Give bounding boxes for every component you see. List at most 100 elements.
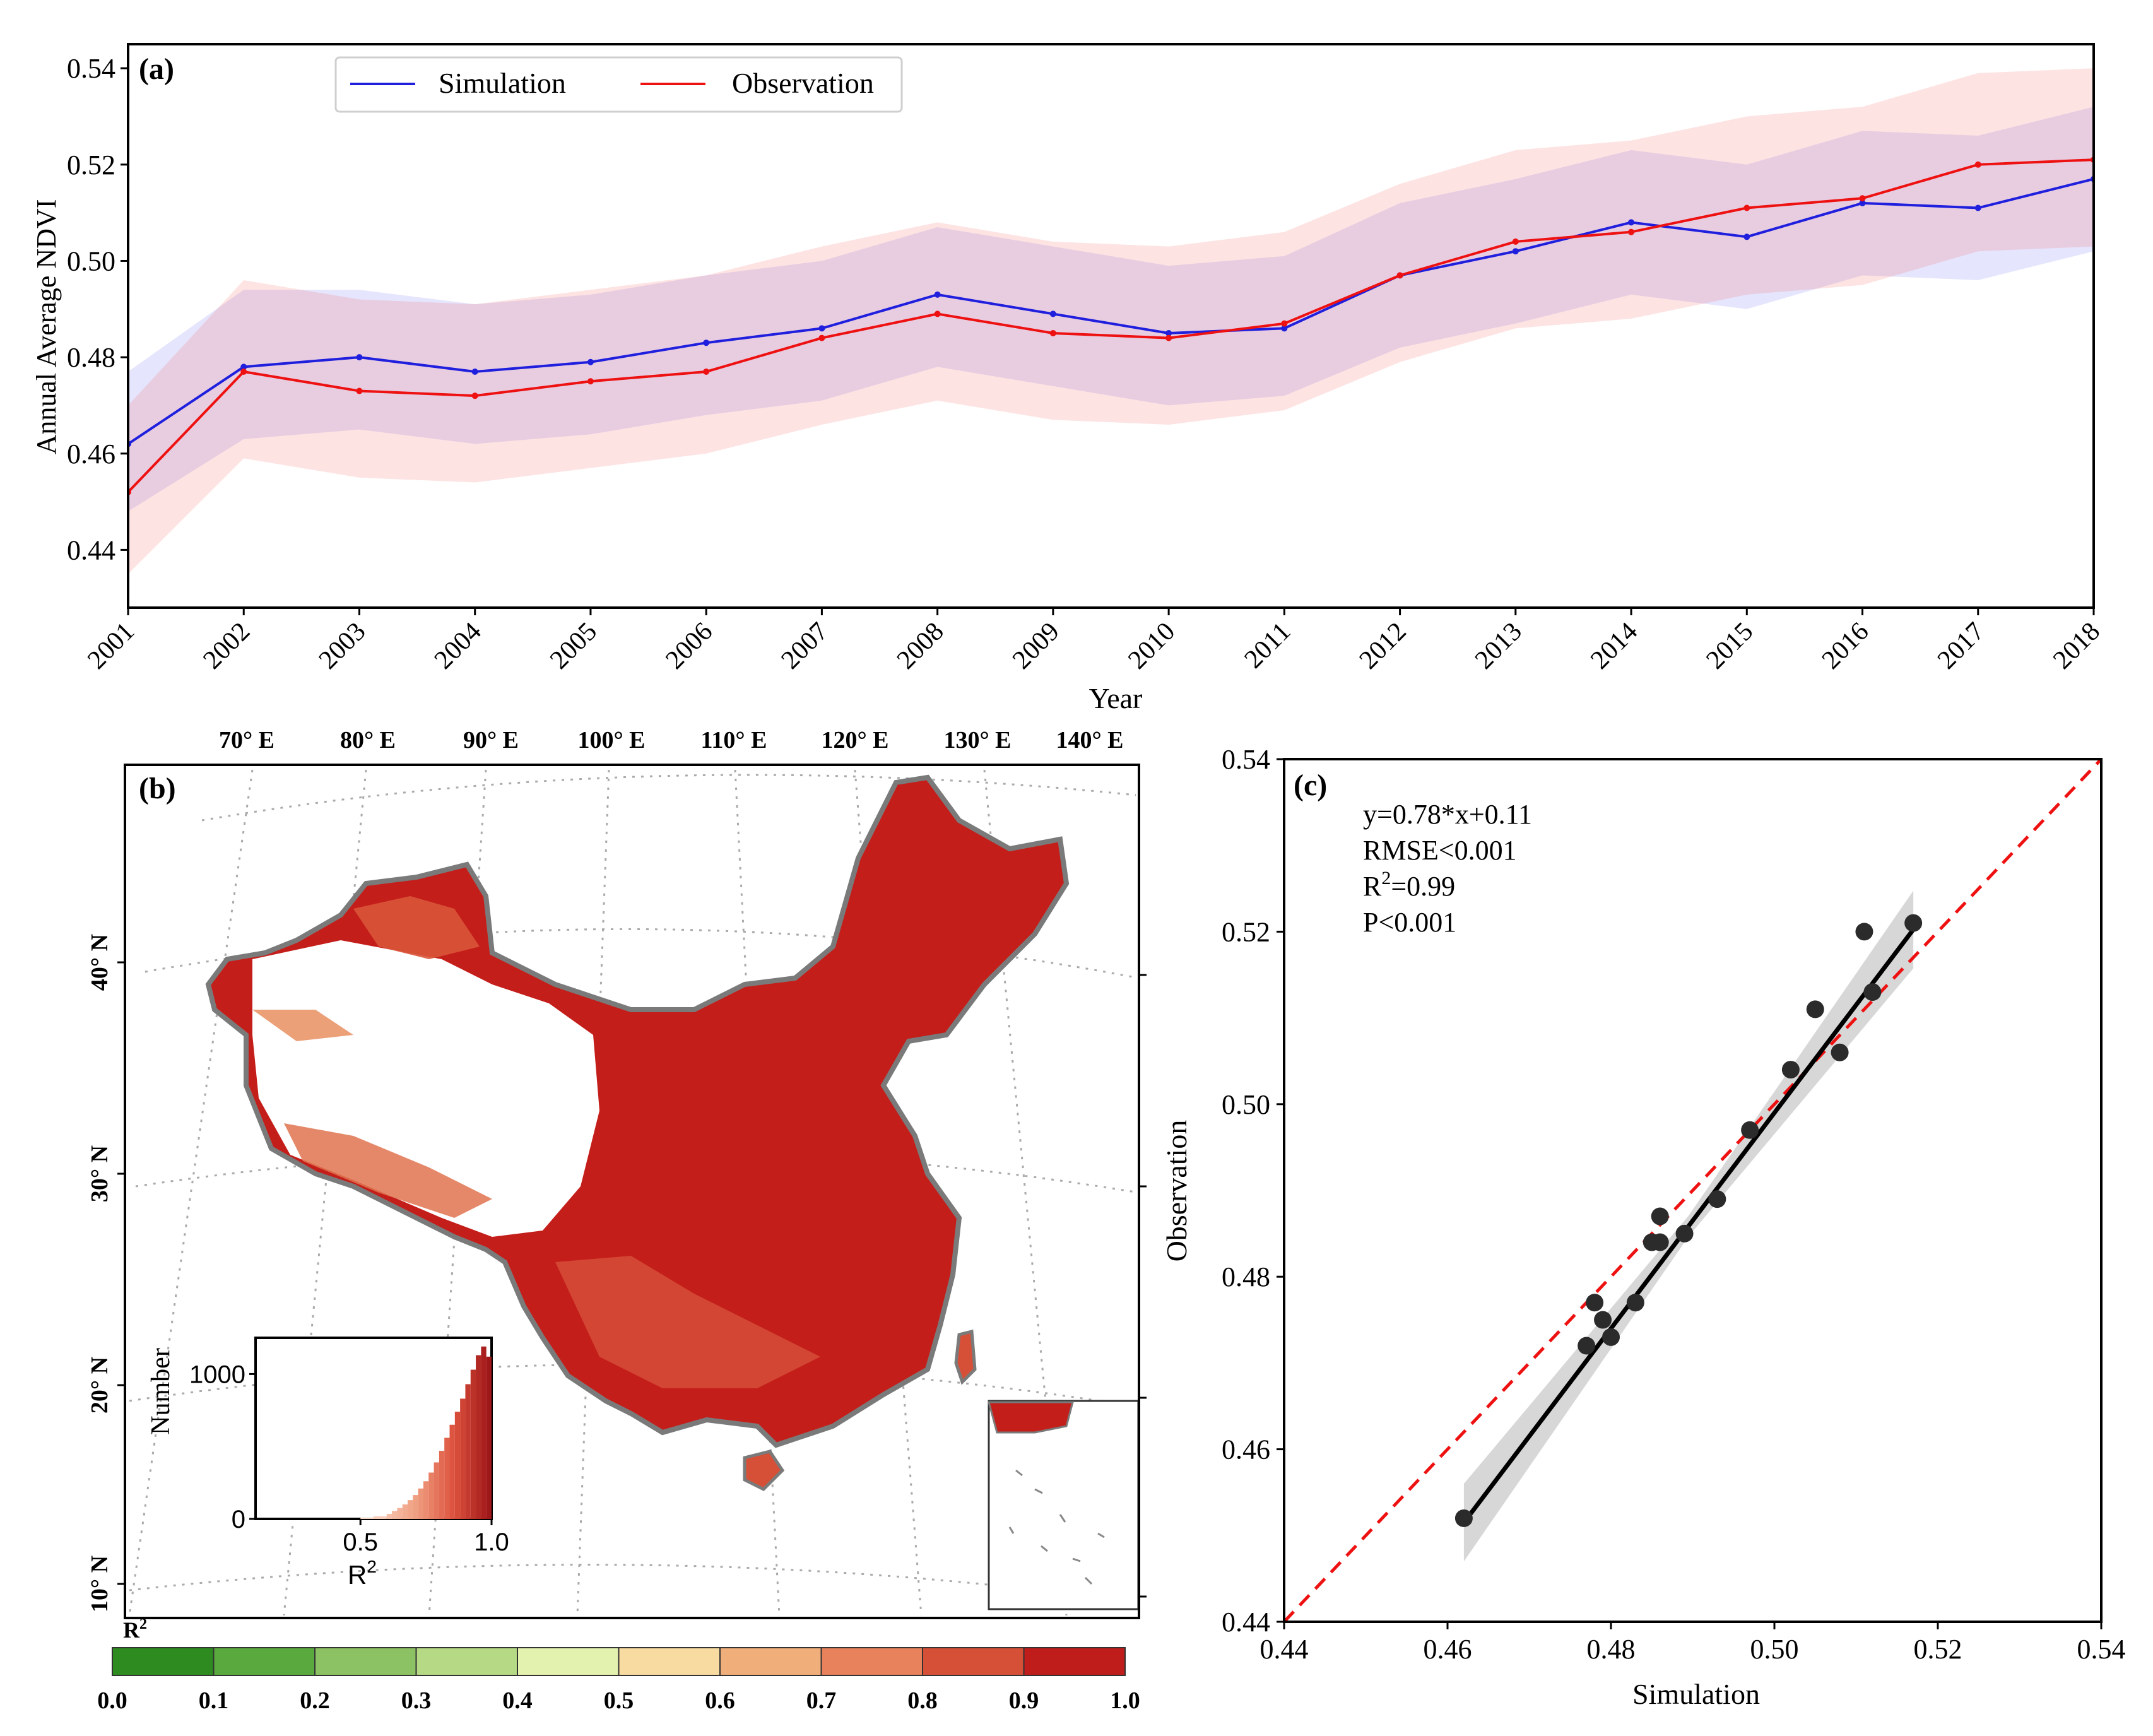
c-x-tick-label: 0.52 [1914, 1634, 1962, 1665]
a-x-tick-label: 2018 [2048, 617, 2106, 675]
a-point-observation [240, 369, 247, 375]
c-x-tick-label: 0.50 [1750, 1634, 1799, 1665]
b-hist-bar [397, 1508, 403, 1519]
c-scatter-point [1855, 923, 1873, 941]
b-colorbar-ticks: 0.0 0.1 0.2 0.3 0.4 0.5 0.6 0.7 0.8 0.9 1.0 [97, 1687, 1140, 1714]
b-colorbar-tick-label: 0.4 [502, 1687, 533, 1714]
c-plot-frame [1283, 758, 2103, 1623]
a-legend-box [334, 56, 903, 113]
b-colorbar-tick-label: 1.0 [1110, 1687, 1140, 1714]
b-tibet-patches [284, 1123, 492, 1218]
a-line-observation [128, 158, 2094, 493]
a-plot-frame [127, 43, 2095, 609]
a-x-tick-label: 2015 [1701, 617, 1759, 675]
c-scatter-point [1675, 1224, 1694, 1243]
b-lat-tick-label: 30° N [86, 1145, 113, 1202]
a-point-observation [471, 393, 478, 399]
b-hist-bar [481, 1346, 487, 1519]
a-point-observation [934, 310, 941, 317]
a-point-observation [356, 387, 363, 394]
a-point-observation [1281, 320, 1288, 327]
c-x-tick-label: 0.54 [2077, 1634, 2126, 1665]
b-hist-bar [465, 1384, 471, 1519]
c-scatter-point [1904, 914, 1923, 932]
c-y-tick-label: 0.52 [1222, 916, 1270, 947]
b-hist-bar [402, 1504, 408, 1519]
b-hist-x-tick-label: 1.0 [474, 1528, 509, 1556]
b-hist-bar [423, 1481, 429, 1519]
b-panel-label: (b) [139, 772, 176, 805]
c-x-tick-label: 0.44 [1260, 1634, 1309, 1665]
b-colorbar-cell [112, 1647, 215, 1676]
c-y-tick-label: 0.50 [1222, 1089, 1270, 1120]
a-point-observation [1974, 161, 1981, 168]
b-hist-bar [428, 1472, 434, 1519]
a-x-tick-label: 2014 [1585, 617, 1643, 675]
b-lon-tick-label: 80° E [340, 727, 396, 753]
c-scatter-point [1863, 983, 1882, 1001]
b-hist-bar [434, 1462, 439, 1519]
b-colorbar-label-sup: 2 [139, 1616, 147, 1633]
b-hainan-island [743, 1450, 785, 1492]
b-colorbar-tick-label: 0.0 [97, 1687, 127, 1714]
a-point-observation [1628, 228, 1635, 235]
b-hist-x-label-r: R [348, 1560, 367, 1590]
b-colorbar-tick-label: 0.7 [806, 1687, 837, 1714]
c-y-tick-label: 0.46 [1222, 1434, 1270, 1465]
a-y-tick-label: 0.50 [67, 245, 115, 276]
c-x-tick-label: 0.48 [1587, 1634, 1636, 1665]
b-hist-bar [392, 1511, 398, 1519]
b-hist-y-label: Number [146, 1348, 175, 1435]
b-lon-tick-label: 110° E [701, 727, 767, 753]
a-band-simulation [128, 107, 2094, 512]
b-colorbar-cell [922, 1647, 1025, 1676]
c-x-axis-label: Simulation [1632, 1678, 1760, 1710]
b-hist-bar [360, 1518, 374, 1519]
a-point-observation [1049, 329, 1056, 336]
b-colorbar: R2 0.0 0.1 0.2 0.3 0.4 0.5 0.6 0.7 0.8 0.9 1.0 [97, 1616, 1140, 1714]
c-scatter-points [1454, 914, 1923, 1527]
b-colorbar-tick-label: 0.8 [907, 1687, 938, 1714]
b-lon-tick-label: 120° E [821, 727, 888, 753]
a-band-observation [128, 68, 2094, 574]
b-lon-tick-label: 90° E [463, 727, 519, 753]
b-colorbar-label-r: R [123, 1617, 140, 1643]
a-series-lines [128, 156, 2094, 495]
a-x-tick-label: 2009 [1007, 617, 1065, 675]
a-x-axis-ticks: 2001 2002 2003 2004 2005 2006 2007 2008 2009 2010… [82, 608, 2106, 675]
b-south-china-texture [555, 1256, 820, 1388]
c-annotation-r2-value: =0.99 [1391, 871, 1455, 902]
a-point-observation [1512, 238, 1519, 245]
a-point-simulation [1165, 329, 1172, 336]
b-hist-y-tick-label: 0 [232, 1506, 245, 1533]
c-y-tick-label: 0.54 [1222, 744, 1270, 775]
a-point-simulation [818, 325, 825, 332]
a-x-tick-label: 2001 [82, 617, 140, 675]
a-x-tick-label: 2003 [314, 617, 372, 675]
b-longitude-ticks: 70° E 80° E 90° E 100° E 110° E 120° E 130° E 1… [219, 727, 1124, 753]
a-point-observation [1165, 334, 1172, 341]
b-colorbar-tick-label: 0.1 [199, 1687, 229, 1714]
b-hist-bar [444, 1438, 450, 1519]
c-y-axis-ticks: 0.44 0.46 0.48 0.50 0.52 0.54 [1222, 744, 1284, 1638]
b-lat-tick-label: 10° N [86, 1556, 113, 1612]
b-hist-bar [408, 1500, 413, 1519]
b-colorbar-cell [618, 1647, 721, 1676]
c-annotations: y=0.78*x+0.11 RMSE<0.001 R2=0.99 P<0.001 [1363, 799, 1532, 938]
a-point-simulation [1974, 204, 1981, 211]
a-y-tick-label: 0.54 [67, 53, 115, 84]
a-point-observation [1743, 204, 1750, 211]
c-scatter-point [1594, 1311, 1612, 1329]
a-point-simulation [471, 369, 478, 375]
b-colorbar-cell [314, 1647, 417, 1676]
c-scatter-point [1831, 1043, 1849, 1061]
b-lat-tick-label: 40° N [86, 934, 113, 991]
a-point-simulation [1512, 248, 1519, 255]
b-inset-histogram: 0 1000 0.5 1.0 Number R2 [146, 1337, 509, 1590]
a-x-tick-label: 2005 [545, 617, 603, 675]
b-hist-bar [439, 1451, 445, 1519]
b-lon-tick-label: 140° E [1056, 727, 1123, 753]
a-x-tick-label: 2007 [776, 617, 834, 675]
a-legend: Simulation Observation [334, 56, 903, 113]
